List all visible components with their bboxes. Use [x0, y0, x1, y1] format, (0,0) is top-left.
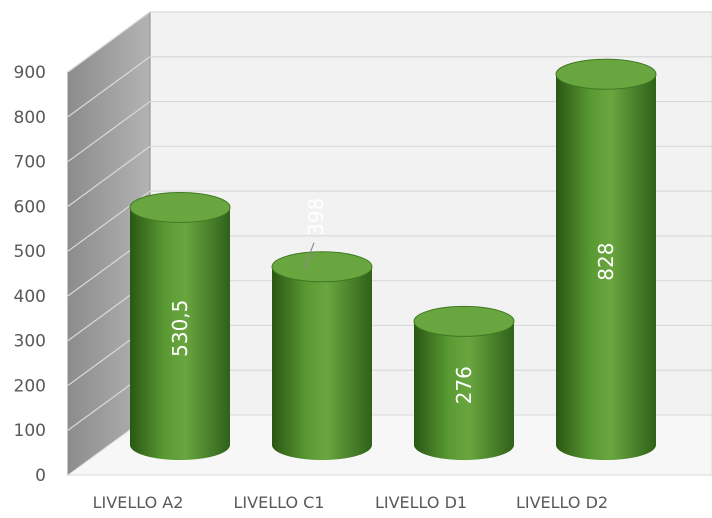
y-tick-label: 400 [14, 287, 46, 307]
gridline-side [67, 101, 151, 163]
bar-1: 530,5 [129, 191, 231, 460]
y-tick-label: 700 [14, 153, 46, 173]
gridline-side [67, 145, 151, 207]
y-tick-label: 200 [14, 376, 46, 396]
gridline-side [67, 11, 151, 73]
bar-4: 828 [555, 58, 657, 461]
y-tick-label: 100 [14, 421, 46, 441]
x-tick-label: LIVELLO C1 [234, 493, 325, 512]
y-tick-label: 0 [35, 466, 46, 486]
data-label: 530,5 [168, 300, 192, 357]
y-tick-label: 800 [14, 108, 46, 128]
bar-body [272, 266, 372, 460]
data-label: 398 [304, 198, 328, 236]
y-tick-label: 600 [14, 197, 46, 217]
x-tick-label: LIVELLO D1 [375, 493, 467, 512]
bar-3: 276 [413, 305, 515, 460]
data-label-leader [303, 242, 315, 269]
data-label: 276 [452, 366, 476, 404]
y-tick-label: 500 [14, 242, 46, 262]
y-axis: 0 100 200 300 400 500 600 700 800 900 [14, 63, 46, 486]
bar-top [271, 251, 373, 283]
data-label: 828 [594, 243, 618, 281]
bars: 530,5 398 276 828 [129, 58, 657, 461]
x-tick-label: LIVELLO D2 [516, 493, 608, 512]
bar-top [413, 305, 515, 337]
bar-body [556, 74, 656, 461]
bar-top [555, 58, 657, 90]
x-tick-label: LIVELLO A2 [93, 493, 184, 512]
gridline-side [67, 56, 151, 118]
y-tick-label: 900 [14, 63, 46, 83]
bar-body [414, 321, 514, 460]
bar-body [130, 207, 230, 460]
bar-top [129, 191, 231, 223]
y-tick-label: 300 [14, 332, 46, 352]
bar-2: 398 [271, 198, 373, 460]
x-axis: LIVELLO A2 LIVELLO C1 LIVELLO D1 LIVELLO D2 [93, 493, 608, 512]
